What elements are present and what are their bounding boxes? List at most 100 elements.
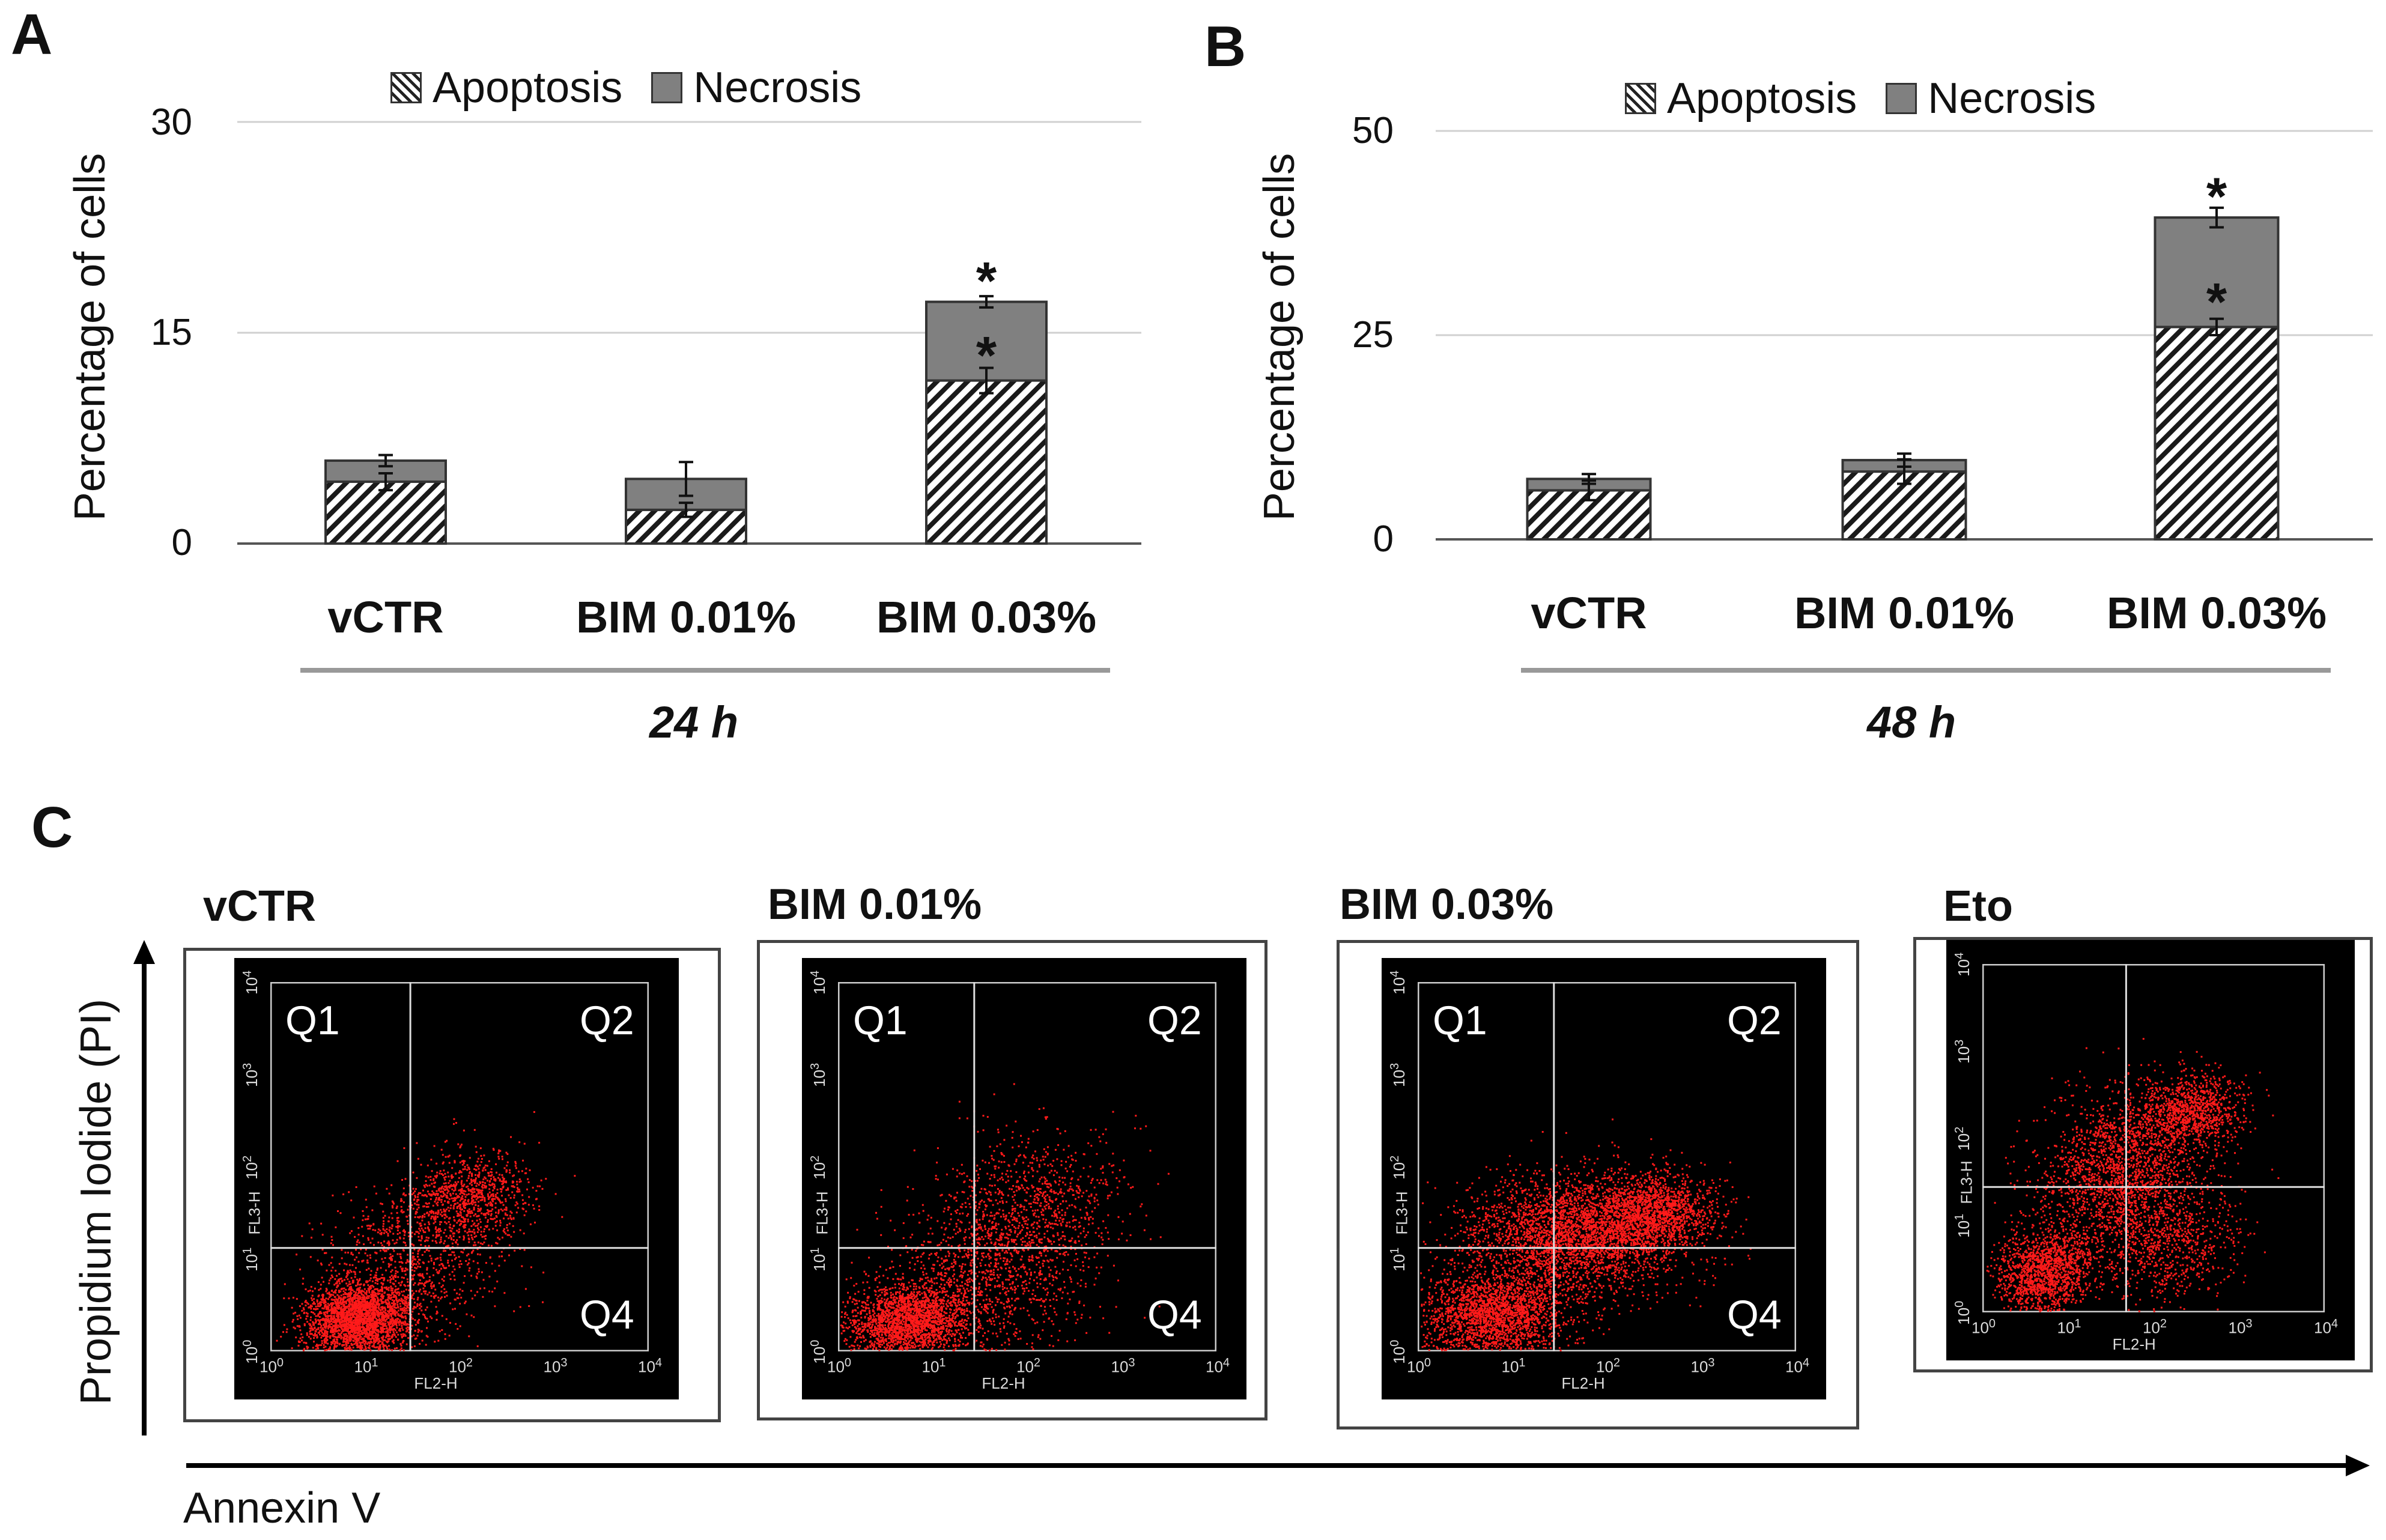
x-tick-label: 101 <box>354 1356 378 1376</box>
panel-label-a: A <box>11 2 53 67</box>
legend-solid-swatch <box>651 72 683 103</box>
q2-label: Q2 <box>1147 998 1202 1043</box>
x-tick-label: 104 <box>2314 1317 2339 1337</box>
error-bar-apoptosis-2 <box>2209 317 2224 336</box>
time-label-b: 48 h <box>1866 697 1956 747</box>
x-tick-label: 103 <box>1690 1356 1715 1376</box>
event-dots <box>1420 1118 1752 1351</box>
event-dots <box>1986 1038 2280 1312</box>
q4-label: Q4 <box>1727 1292 1782 1338</box>
x-axis-name: FL2-H <box>1561 1374 1605 1392</box>
legend-hatch-swatch <box>1625 83 1656 114</box>
legend-hatch-swatch <box>390 72 422 103</box>
plot-border <box>1418 982 1796 1351</box>
x-tick-label: 100 <box>1407 1356 1431 1376</box>
flow-plot-0 <box>234 958 679 1399</box>
error-bar-necrosis-2 <box>2209 206 2224 229</box>
error-bar-necrosis-0 <box>378 453 393 468</box>
x-tick-label: 104 <box>1206 1356 1230 1376</box>
pi-axis-label: Propidium Iodide (PI) <box>72 998 120 1405</box>
x-axis-name: FL2-H <box>414 1374 458 1392</box>
flow-scatter-2 <box>1418 982 1796 1351</box>
q1-label: Q1 <box>853 998 908 1043</box>
flow-title-1: BIM 0.01% <box>768 881 982 929</box>
q1-label: Q1 <box>285 998 340 1043</box>
flow-title-3: Eto <box>1943 882 2013 930</box>
x-tick-label: 100 <box>260 1356 284 1376</box>
significance-star-apoptosis: * <box>2206 271 2227 331</box>
x-tick-label: 103 <box>543 1356 568 1376</box>
panel-label-c: C <box>31 795 73 859</box>
legend-necrosis: Necrosis <box>693 64 862 112</box>
category-label-b-2: BIM 0.03% <box>2106 588 2327 638</box>
time-label-a: 24 h <box>649 697 739 747</box>
legend-a: Apoptosis Necrosis <box>390 66 890 109</box>
flow-scatter-0 <box>270 982 649 1351</box>
x-axis-name: FL2-H <box>982 1374 1025 1392</box>
error-bar-necrosis-1 <box>1897 452 1911 468</box>
category-label-a-1: BIM 0.01% <box>575 592 797 642</box>
significance-star-necrosis: * <box>2206 166 2227 226</box>
chart-a: ** <box>237 121 1141 545</box>
y-tick-a-1: 15 <box>151 312 192 353</box>
x-tick-label: 102 <box>2143 1317 2167 1337</box>
flow-scatter-3 <box>1982 964 2325 1312</box>
flow-title-2: BIM 0.03% <box>1340 881 1554 929</box>
panel-label-b: B <box>1204 14 1246 79</box>
y-tick-b-0: 0 <box>1373 518 1394 560</box>
category-label-b-1: BIM 0.01% <box>1794 588 2015 638</box>
error-bar-apoptosis-1 <box>679 502 693 518</box>
x-tick-label: 103 <box>2228 1317 2253 1337</box>
flow-scatter-1 <box>838 982 1216 1351</box>
x-tick-label: 104 <box>638 1356 663 1376</box>
legend-b: Apoptosis Necrosis <box>1625 77 2125 120</box>
event-dots <box>276 1111 576 1351</box>
plot-border <box>270 982 649 1351</box>
plot-border <box>838 982 1216 1351</box>
chart-b: ** <box>1436 130 2373 541</box>
y-tick-b-2: 50 <box>1352 110 1394 151</box>
category-label-b-0: vCTR <box>1531 588 1647 638</box>
x-tick-label: 102 <box>1596 1356 1621 1376</box>
q2-label: Q2 <box>1727 998 1782 1043</box>
significance-star-necrosis: * <box>976 251 997 311</box>
error-bar-apoptosis-0 <box>378 472 393 492</box>
x-axis-name: FL2-H <box>2112 1335 2156 1353</box>
error-bar-necrosis-1 <box>679 461 693 497</box>
q4-label: Q4 <box>580 1292 634 1338</box>
flow-title-0: vCTR <box>203 882 317 930</box>
x-tick-label: 101 <box>921 1356 946 1376</box>
error-bar-necrosis-0 <box>1582 473 1596 485</box>
bar-apoptosis-2 <box>2154 326 2280 541</box>
x-tick-label: 104 <box>1785 1356 1810 1376</box>
legend-apoptosis: Apoptosis <box>433 64 623 112</box>
error-bar-necrosis-2 <box>979 295 994 309</box>
x-tick-label: 101 <box>1501 1356 1526 1376</box>
error-bar-apoptosis-2 <box>979 366 994 395</box>
x-tick-label: 100 <box>827 1356 852 1376</box>
x-tick-label: 103 <box>1111 1356 1135 1376</box>
group-line-b <box>1521 668 2331 673</box>
legend-solid-swatch <box>1886 83 1917 114</box>
x-tick-label: 102 <box>1016 1356 1041 1376</box>
annexin-arrowhead-icon <box>2346 1455 2370 1476</box>
legend-necrosis: Necrosis <box>1928 74 2096 123</box>
group-line-a <box>300 668 1110 673</box>
category-label-a-0: vCTR <box>327 592 444 642</box>
pi-arrowhead-icon <box>133 940 155 964</box>
x-tick-label: 100 <box>1972 1317 1996 1337</box>
x-tick-label: 101 <box>2057 1317 2081 1337</box>
q4-label: Q4 <box>1147 1292 1202 1338</box>
y-tick-a-0: 0 <box>171 522 192 563</box>
event-dots <box>840 1083 1189 1351</box>
category-label-a-2: BIM 0.03% <box>876 592 1097 642</box>
y-tick-b-1: 25 <box>1352 314 1394 356</box>
y-tick-a-2: 30 <box>151 102 192 143</box>
significance-star-apoptosis: * <box>976 326 997 385</box>
annexin-axis-label: Annexin V <box>183 1484 381 1532</box>
q2-label: Q2 <box>580 998 634 1043</box>
legend-apoptosis: Apoptosis <box>1667 74 1857 123</box>
q1-label: Q1 <box>1433 998 1487 1043</box>
x-tick-label: 102 <box>449 1356 473 1376</box>
